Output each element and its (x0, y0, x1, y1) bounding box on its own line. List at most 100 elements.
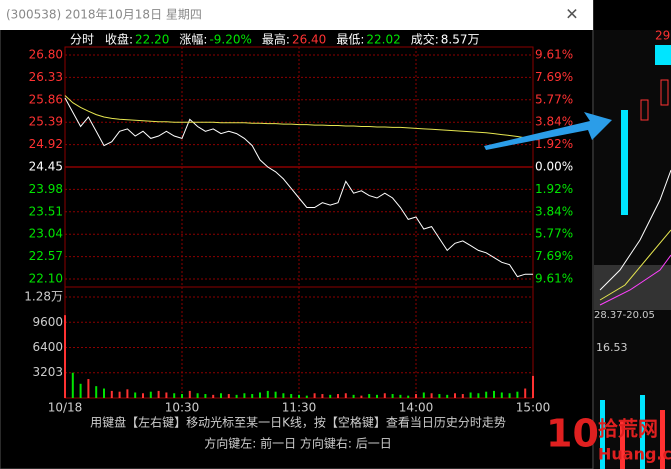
bg-vol (600, 400, 605, 469)
volume-bar (469, 392, 472, 398)
background-line (599, 229, 671, 301)
y-tick-label: 6400 (32, 340, 63, 354)
watermark-site: Huang.cn (598, 445, 671, 464)
bg-label: 16.53 (596, 341, 628, 354)
volume-bar (282, 393, 285, 398)
header: 分时 收盘: 22.20 涨幅: -9.20% 最高: 26.40 最低: 22.02 成交: 8… (70, 32, 480, 47)
y2-tick-label: 3.84% (535, 204, 573, 218)
volume-bar (103, 388, 105, 398)
y-tick-label: 22.10 (29, 272, 63, 286)
y-tick-label: 25.39 (29, 115, 63, 129)
volume-bar (313, 393, 316, 398)
volume-bar (188, 390, 191, 398)
bg-vol (660, 410, 665, 469)
y-tick-label: 3203 (32, 365, 63, 379)
mode-label: 分时 (70, 33, 94, 47)
volume-bar (391, 394, 394, 398)
volume-bar (399, 394, 402, 398)
volume-bar (368, 394, 371, 398)
volume-bar (142, 393, 144, 398)
background-chart (594, 30, 671, 469)
y2-tick-label: 5.77% (535, 227, 573, 241)
volume-bar (430, 393, 433, 398)
watermark-logo: 10 (546, 412, 599, 456)
y2-tick-label: 7.69% (535, 70, 573, 84)
y2-tick-label: 3.84% (535, 115, 573, 129)
header-value: -9.20% (209, 33, 251, 47)
volume-bar (227, 394, 230, 398)
arrow (484, 112, 612, 150)
x-tick-label: 14:00 (399, 401, 434, 415)
volume-bar (118, 391, 121, 398)
volume-bar (110, 390, 113, 398)
volume-bar (251, 394, 254, 398)
volume-bar (71, 372, 74, 398)
volume-bar (235, 394, 238, 398)
y2-tick-label: 5.77% (535, 92, 573, 106)
volume-bar (134, 392, 137, 398)
volume-bar (305, 395, 308, 398)
volume-bar (204, 394, 207, 398)
volume-bar (181, 394, 183, 398)
volume-bar (274, 391, 277, 398)
y2-tick-label: 9.61% (535, 272, 573, 286)
volume-bar (524, 388, 527, 398)
volume-bar (500, 392, 503, 398)
y-tick-label: 24.45 (29, 160, 63, 174)
volume-bar (149, 391, 152, 398)
candle (640, 99, 649, 121)
header-label: 最高: (262, 32, 290, 47)
bg-label: 28.37-20.05 (594, 310, 655, 321)
header-label: 涨幅: (179, 32, 207, 47)
volume-bar (196, 393, 199, 398)
x-tick-label: 15:00 (516, 401, 551, 415)
volume-bar (157, 390, 160, 398)
header-value: 26.40 (292, 33, 326, 47)
bg-vol (620, 420, 625, 469)
volume-bar (173, 393, 176, 398)
footer-text: 方向键左: 前一日 方向键右: 后一日 (204, 436, 392, 451)
bg-vol (640, 395, 645, 469)
y-tick-label: 25.86 (29, 92, 63, 106)
title-bar (0, 0, 593, 30)
volume-bar (344, 393, 347, 398)
volume-bar (485, 391, 488, 398)
volume-bar (422, 392, 425, 398)
price-line (64, 95, 534, 140)
volume-bar (454, 393, 456, 398)
header-value: 22.20 (135, 33, 169, 47)
volume-bar (220, 393, 222, 398)
volume-bar (266, 390, 269, 398)
volume-bar (407, 395, 410, 398)
volume-bar (446, 394, 449, 398)
volume-bar (64, 315, 66, 398)
volume-bar (329, 394, 332, 398)
volume-bar (337, 394, 339, 398)
volume-bar (321, 394, 324, 398)
volume-bar (298, 394, 300, 398)
y2-tick-label: 0.00% (535, 160, 573, 174)
volume-bar (438, 394, 441, 398)
volume-bar (87, 379, 90, 398)
volume-bar (126, 389, 129, 398)
y2-tick-label: 1.92% (535, 182, 573, 196)
candle (621, 110, 628, 215)
y-tick-label: 9600 (32, 315, 63, 329)
volume-bar (165, 392, 168, 398)
x-tick-label: 10/18 (48, 401, 83, 415)
y-tick-label: 24.92 (29, 137, 63, 151)
volume-bar (508, 393, 511, 398)
bg-volume (600, 395, 665, 469)
x-tick-label: 10:30 (165, 401, 200, 415)
volume-bar (415, 394, 417, 398)
candle (660, 79, 669, 106)
popup-window (0, 0, 594, 469)
close-button[interactable]: ✕ (565, 5, 578, 24)
volume-bar (360, 395, 363, 398)
volume-bar (259, 392, 261, 398)
background-line (599, 169, 671, 291)
background-line (599, 254, 671, 306)
footer-text: 用键盘【左右键】移动光标至某一日K线，按【空格键】查看当日历史分时走势 (90, 415, 506, 430)
volume-bar (95, 386, 98, 398)
